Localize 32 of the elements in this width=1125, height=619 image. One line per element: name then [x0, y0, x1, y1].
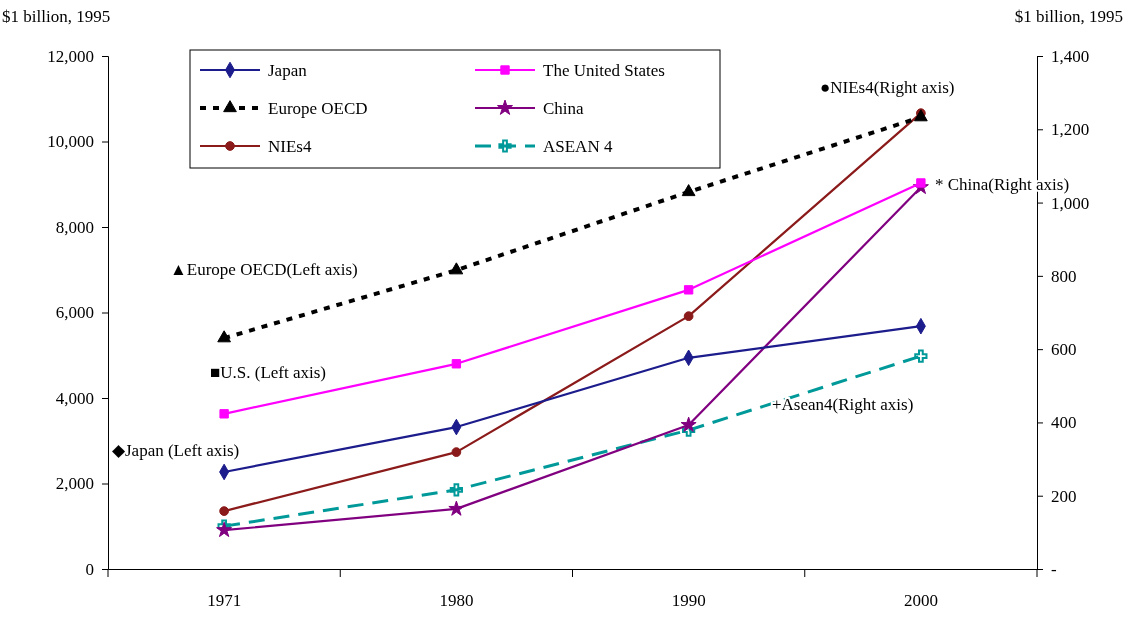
y-tick-label: 0: [85, 559, 94, 579]
y-tick-label: 4,000: [55, 388, 94, 408]
legend-label: Europe OECD: [268, 99, 368, 118]
y2-tick-label: 600: [1051, 340, 1077, 360]
legend-label: Japan: [268, 61, 308, 80]
y2-tick-label: 1,000: [1051, 193, 1090, 213]
y2-tick-label: 400: [1051, 413, 1077, 433]
annotation: +Asean4(Right axis): [772, 395, 914, 414]
x-tick-label: 2000: [903, 591, 938, 611]
x-tick-label: 1980: [439, 591, 474, 611]
annotation: ◆Japan (Left axis): [112, 441, 240, 460]
y-axis-title: $1 billion, 1995: [2, 7, 111, 26]
y-tick-label: 12,000: [47, 46, 94, 66]
x-tick-label: 1990: [671, 591, 706, 611]
legend-label: China: [543, 99, 585, 118]
annotation: ▲Europe OECD(Left axis): [170, 260, 358, 279]
y2-tick-label: 800: [1051, 266, 1077, 286]
y2-tick-label: 1,400: [1051, 46, 1090, 66]
legend-label: The United States: [543, 61, 665, 80]
y2-tick-label: -: [1051, 559, 1057, 579]
legend-label: ASEAN 4: [543, 137, 613, 156]
y-tick-label: 2,000: [55, 474, 94, 494]
annotation: ●NIEs4(Right axis): [820, 78, 955, 97]
y-tick-label: 8,000: [55, 217, 94, 237]
y2-tick-label: 200: [1051, 486, 1077, 506]
y-tick-label: 10,000: [47, 132, 94, 152]
x-tick-label: 1971: [207, 591, 242, 611]
annotation: ■U.S. (Left axis): [210, 363, 327, 382]
legend-label: NIEs4: [268, 137, 312, 156]
y2-tick-label: 1,200: [1051, 120, 1090, 140]
y2-axis-title: $1 billion, 1995: [1014, 7, 1123, 26]
y-tick-label: 6,000: [55, 303, 94, 323]
